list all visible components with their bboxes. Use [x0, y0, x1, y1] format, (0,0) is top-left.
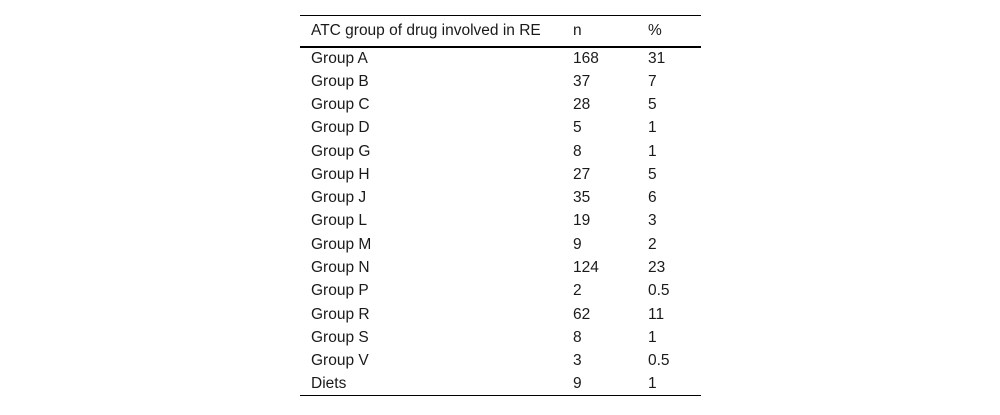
n-cell: 124 — [573, 259, 599, 277]
table-row: Group B 37 7 — [300, 70, 701, 93]
group-cell: Group L — [311, 212, 368, 230]
n-cell: 37 — [573, 72, 591, 90]
group-cell: Group R — [311, 305, 370, 323]
table-row: Group V 3 0.5 — [300, 349, 701, 372]
header-n-label: n — [573, 22, 582, 39]
atc-group-table: ATC group of drug involved in RE n % Gro… — [300, 15, 701, 397]
table-row: Group P 2 0.5 — [300, 279, 701, 302]
table-row: Group M 9 2 — [300, 233, 701, 256]
table-row: Group S 8 1 — [300, 326, 701, 349]
n-cell: 62 — [573, 305, 591, 323]
pct-cell: 1 — [648, 142, 657, 160]
n-cell: 2 — [573, 282, 582, 300]
header-group-label: ATC group of drug involved in RE — [311, 22, 541, 39]
table-row: Group A 168 31 — [300, 47, 701, 70]
group-cell: Group C — [311, 95, 370, 113]
n-cell: 8 — [573, 142, 582, 160]
pct-cell: 23 — [648, 259, 666, 277]
n-cell: 27 — [573, 165, 591, 183]
n-cell: 19 — [573, 212, 591, 230]
table-row: Group R 62 11 — [300, 303, 701, 326]
n-cell: 168 — [573, 49, 599, 67]
group-cell: Group D — [311, 119, 370, 137]
pct-cell: 5 — [648, 165, 657, 183]
group-cell: Group H — [311, 165, 370, 183]
pct-cell: 0.5 — [648, 282, 670, 300]
table-row: Group N 124 23 — [300, 256, 701, 279]
group-cell: Group V — [311, 352, 369, 370]
pct-cell: 2 — [648, 235, 657, 253]
group-cell: Group G — [311, 142, 371, 160]
pct-cell: 0.5 — [648, 352, 670, 370]
group-cell: Group A — [311, 49, 368, 67]
pct-cell: 1 — [648, 328, 657, 346]
n-cell: 9 — [573, 235, 582, 253]
pct-cell: 5 — [648, 95, 657, 113]
table-row: Group D 5 1 — [300, 116, 701, 139]
pct-cell: 31 — [648, 49, 666, 67]
group-cell: Group M — [311, 235, 372, 253]
table-row: Group J 35 6 — [300, 186, 701, 209]
table-row: Group H 27 5 — [300, 163, 701, 186]
n-cell: 3 — [573, 352, 582, 370]
group-cell: Group S — [311, 328, 369, 346]
n-cell: 8 — [573, 328, 582, 346]
group-cell: Group P — [311, 282, 369, 300]
group-cell: Group J — [311, 189, 367, 207]
header-row: ATC group of drug involved in RE n % — [300, 16, 701, 47]
pct-cell: 11 — [648, 305, 665, 323]
n-cell: 35 — [573, 189, 591, 207]
pct-cell: 6 — [648, 189, 657, 207]
group-cell: Group N — [311, 259, 370, 277]
pct-cell: 1 — [648, 375, 657, 393]
n-cell: 28 — [573, 95, 591, 113]
pct-cell: 1 — [648, 119, 657, 137]
pct-cell: 3 — [648, 212, 657, 230]
header-pct-label: % — [648, 22, 662, 39]
table-row: Group C 28 5 — [300, 93, 701, 116]
pct-cell: 7 — [648, 72, 657, 90]
table-row: Group L 19 3 — [300, 210, 701, 233]
table-row: Group G 8 1 — [300, 140, 701, 163]
group-cell: Group B — [311, 72, 369, 90]
n-cell: 5 — [573, 119, 582, 137]
group-cell: Diets — [311, 375, 347, 393]
table-row: Diets 9 1 — [300, 373, 701, 396]
n-cell: 9 — [573, 375, 582, 393]
